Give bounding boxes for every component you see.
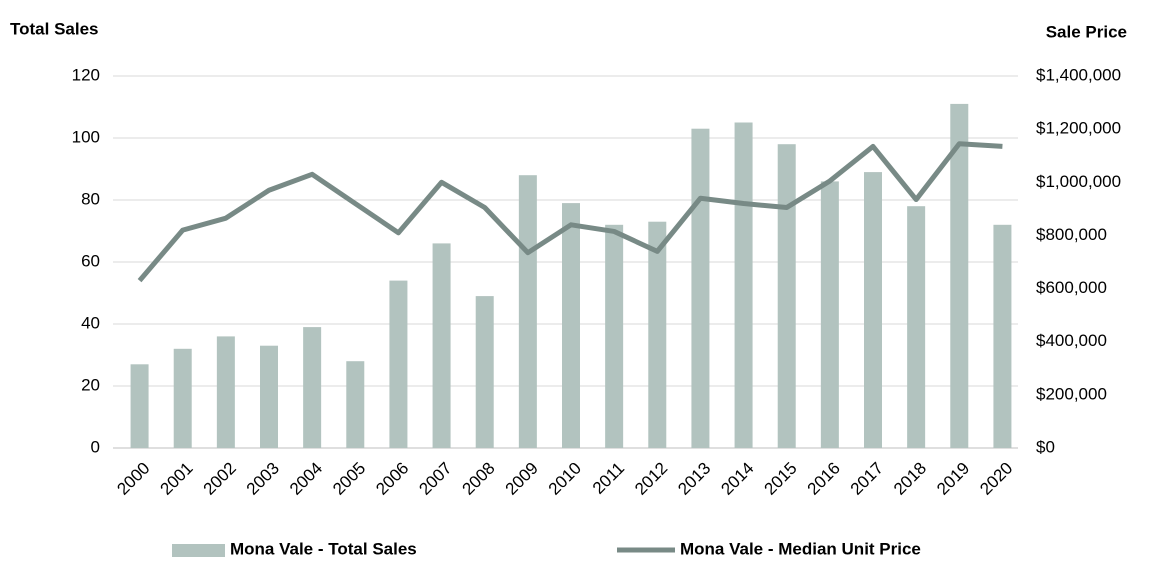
y2-tick-label: $400,000 xyxy=(1036,331,1107,350)
bar xyxy=(130,364,149,448)
legend-label: Mona Vale - Median Unit Price xyxy=(680,539,921,558)
x-tick-label: 2008 xyxy=(459,459,499,499)
y-axis-title: Total Sales xyxy=(10,19,99,38)
line xyxy=(137,141,1003,283)
y2-tick-label: $0 xyxy=(1036,437,1055,456)
bar xyxy=(777,144,796,448)
x-tick-label: 2000 xyxy=(113,459,153,499)
bar xyxy=(518,175,537,448)
x-tick-label: 2004 xyxy=(286,459,326,499)
legend-swatch xyxy=(172,544,225,557)
y-tick-label: 60 xyxy=(81,251,100,270)
x-tick-label: 2017 xyxy=(847,459,887,499)
x-tick-label: 2015 xyxy=(761,459,801,499)
bar xyxy=(864,172,882,448)
y-tick-label: 100 xyxy=(72,127,100,146)
x-tick-label: 2019 xyxy=(933,459,973,499)
x-tick-label: 2005 xyxy=(329,459,369,499)
x-tick-label: 2016 xyxy=(804,459,844,499)
bar xyxy=(993,224,1012,448)
bar xyxy=(432,243,451,448)
y-tick-label: 20 xyxy=(81,375,100,394)
y2-axis-title: Sale Price xyxy=(1046,22,1127,41)
x-tick-label: 2018 xyxy=(890,459,930,499)
y2-tick-label: $1,000,000 xyxy=(1036,172,1121,191)
x-tick-label: 2002 xyxy=(200,459,240,499)
bar xyxy=(907,206,926,448)
x-tick-label: 2007 xyxy=(415,459,455,499)
bar xyxy=(173,348,192,448)
bar xyxy=(216,336,235,448)
bar xyxy=(389,280,408,448)
y2-tick-label: $1,200,000 xyxy=(1036,119,1121,138)
x-tick-label: 2011 xyxy=(589,459,628,498)
y-tick-label: 120 xyxy=(72,65,100,84)
y-tick-label: 80 xyxy=(81,189,100,208)
x-tick-label: 2014 xyxy=(717,459,757,499)
x-tick-label: 2020 xyxy=(976,459,1016,499)
x-tick-label: 2001 xyxy=(157,459,197,499)
y-tick-label: 0 xyxy=(91,437,100,456)
bar xyxy=(691,128,710,448)
y-tick-label: 40 xyxy=(81,313,100,332)
bar xyxy=(734,122,753,448)
y2-tick-label: $1,400,000 xyxy=(1036,65,1121,84)
x-tick-label: 2012 xyxy=(631,459,671,499)
x-tick-label: 2013 xyxy=(674,459,714,499)
y2-tick-label: $800,000 xyxy=(1036,225,1107,244)
y2-tick-label: $600,000 xyxy=(1036,278,1107,297)
bar xyxy=(303,327,322,448)
bar xyxy=(346,361,365,448)
y2-tick-label: $200,000 xyxy=(1036,384,1107,403)
bar xyxy=(648,221,667,448)
bar xyxy=(605,224,624,448)
x-tick-label: 2003 xyxy=(243,459,283,499)
x-tick-label: 2009 xyxy=(502,459,542,499)
bar xyxy=(820,181,839,448)
bar xyxy=(562,203,580,448)
x-tick-label: 2010 xyxy=(545,459,585,499)
bar xyxy=(260,345,278,448)
bar xyxy=(475,296,494,448)
x-tick-label: 2006 xyxy=(372,459,412,499)
bar xyxy=(950,103,969,449)
legend-label: Mona Vale - Total Sales xyxy=(230,539,417,558)
